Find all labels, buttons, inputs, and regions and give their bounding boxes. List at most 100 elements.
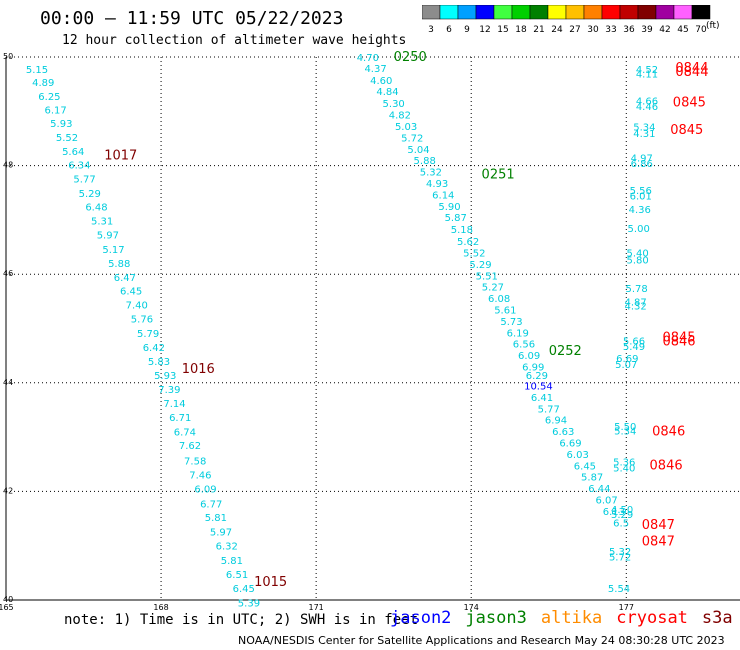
pass-time-label: 1015	[254, 575, 287, 590]
swh-value: 4.37	[364, 64, 386, 75]
swh-value: 6.34	[68, 161, 90, 172]
swh-value: 4.87	[624, 297, 646, 308]
legend-label: 24	[551, 25, 563, 35]
swh-value: 5.88	[108, 259, 130, 270]
y-tick-label: 44	[3, 378, 13, 387]
legend-label: 12	[479, 25, 490, 35]
swh-value: 4.66	[636, 96, 658, 107]
swh-value: 6.14	[432, 190, 454, 201]
satellite-key: jason2 jason3 altika cryosat s3a	[390, 608, 740, 628]
pass-time-label: 1017	[104, 149, 137, 164]
swh-value: 5.97	[97, 231, 119, 242]
swh-value: 6.86	[631, 159, 653, 170]
swh-value: 6.63	[552, 427, 574, 438]
swh-value: 5.52	[56, 133, 78, 144]
swh-value: 5.62	[457, 237, 479, 248]
legend-label: 15	[497, 25, 508, 35]
swh-value: 5.78	[625, 284, 647, 295]
swh-value: 5.97	[210, 528, 232, 539]
legend-label: 39	[641, 25, 653, 35]
pass-time-label: 0846	[662, 334, 695, 349]
swh-value: 4.93	[426, 179, 448, 190]
swh-value: 4.36	[629, 205, 651, 216]
swh-value: 5.52	[463, 248, 485, 259]
swh-value: 5.83	[148, 357, 170, 368]
swh-value: 5.81	[221, 556, 243, 567]
pass-time-label: 0847	[642, 518, 675, 533]
pass-time-label: 0846	[650, 458, 683, 473]
swh-value: 7.58	[184, 456, 206, 467]
swh-value: 6.17	[44, 106, 66, 117]
swh-value: 5.76	[131, 315, 153, 326]
swh-value: 5.27	[482, 283, 504, 294]
pass-time-label: 0251	[482, 168, 515, 183]
x-tick-label: 177	[619, 603, 634, 612]
swh-value: 5.72	[609, 553, 631, 564]
swh-value: 5.29	[611, 510, 633, 521]
x-tick-label: 168	[153, 603, 168, 612]
swh-value: 5.90	[438, 202, 460, 213]
swh-value: 5.31	[91, 216, 113, 227]
swh-value: 6.45	[574, 461, 596, 472]
swh-value: 5.93	[50, 119, 72, 130]
swh-value: 6.99	[522, 363, 544, 374]
legend-label: 36	[623, 25, 635, 35]
swh-value: 6.69	[616, 354, 638, 365]
legend-label: 6	[446, 25, 452, 35]
swh-value: 5.29	[79, 189, 101, 200]
x-tick-label: 165	[0, 603, 14, 612]
swh-value: 5.87	[445, 213, 467, 224]
swh-value: 5.51	[476, 271, 498, 282]
swh-value: 7.40	[126, 301, 148, 312]
swh-value: 5.34	[633, 123, 655, 134]
swh-value: 5.80	[627, 256, 649, 267]
swh-value: 5.32	[609, 547, 631, 558]
swh-value: 5.87	[581, 473, 603, 484]
credit-line: NOAA/NESDIS Center for Satellite Applica…	[238, 634, 725, 647]
chart-title: 00:00 – 11:59 UTC 05/22/2023	[40, 8, 344, 29]
swh-value: 5.77	[73, 175, 95, 186]
swh-value: 5.29	[469, 260, 491, 271]
swh-value: 10.54	[524, 382, 553, 393]
pass-time-label: 0252	[549, 344, 582, 359]
swh-value: 6.01	[630, 191, 652, 202]
swh-value: 6.03	[567, 450, 589, 461]
footnote: note: 1) Time is in UTC; 2) SWH is in fe…	[64, 612, 419, 628]
swh-value: 7.62	[179, 441, 201, 452]
swh-value: 7.46	[189, 471, 211, 482]
swh-value: 5.61	[494, 305, 516, 316]
legend-label: 33	[605, 25, 616, 35]
swh-value: 6.51	[226, 570, 248, 581]
swh-value: 5.32	[420, 168, 442, 179]
swh-value: 4.97	[631, 153, 653, 164]
swh-value: 6.25	[38, 92, 60, 103]
swh-value: 6.74	[174, 428, 196, 439]
pass-time-label: 0847	[642, 534, 675, 549]
swh-value: 6.56	[513, 340, 535, 351]
satellite-name: s3a	[701, 608, 733, 628]
swh-value: 4.32	[624, 302, 646, 313]
legend-label: 3	[428, 25, 434, 35]
swh-value: 5.36	[613, 458, 635, 469]
swh-value: 5.64	[62, 147, 84, 158]
swh-value: 6.29	[526, 371, 548, 382]
swh-value: 4.60	[370, 76, 392, 87]
satellite-name: cryosat	[616, 608, 688, 628]
swh-value: 5.34	[614, 427, 636, 438]
pass-time-label: 0845	[670, 123, 703, 138]
swh-value: 6.5	[613, 518, 629, 529]
swh-value: 5.07	[615, 360, 637, 371]
swh-value: 6.09	[518, 351, 540, 362]
legend-units: (ft)	[706, 21, 720, 31]
chart-subtitle: 12 hour collection of altimeter wave hei…	[62, 33, 407, 48]
swh-value: 4.50	[611, 505, 633, 516]
pass-time-label: 0845	[673, 96, 706, 111]
swh-value: 5.39	[238, 599, 260, 610]
swh-value: 4.31	[633, 129, 655, 140]
legend-label: 21	[533, 25, 544, 35]
swh-value: 6.13	[603, 507, 625, 518]
color-legend: 3 6 9 12 15 18 21 24 27 30 33 36 39 42 45 70	[421, 4, 712, 41]
pass-time-label: 0846	[652, 425, 685, 440]
satellite-name: jason3	[465, 608, 527, 628]
